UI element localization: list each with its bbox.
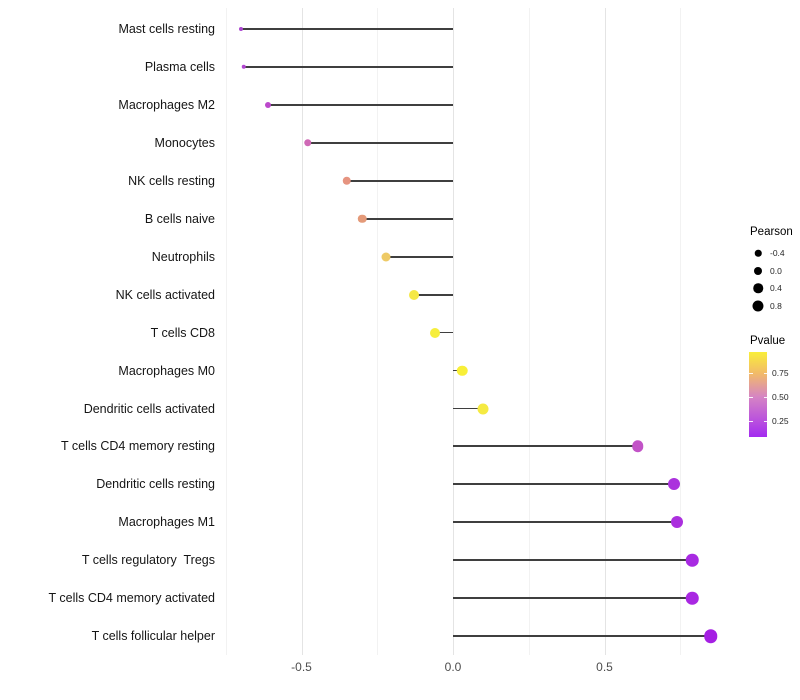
legend-size-label: -0.4: [770, 247, 785, 258]
pvalue-colorbar: [749, 352, 767, 437]
x-axis-tick-label: -0.5: [291, 660, 312, 674]
y-axis-label: T cells CD4 memory resting: [61, 439, 215, 454]
lollipop-dot: [477, 403, 489, 414]
lollipop-stem: [243, 66, 453, 68]
legend-size-label: 0.0: [770, 265, 782, 276]
lollipop-stem: [453, 521, 678, 524]
lollipop-stem: [453, 597, 693, 600]
legend-size-dot: [753, 283, 763, 293]
y-axis-label: Macrophages M2: [118, 97, 215, 112]
legend-pearson-title: Pearson: [750, 226, 793, 238]
gridline-minor: [225, 8, 227, 655]
lollipop-dot: [686, 592, 699, 605]
pvalue-tick-mark: [749, 397, 753, 399]
y-axis-label: B cells naive: [144, 211, 215, 226]
gridline-major: [301, 8, 303, 655]
y-axis-label: Mast cells resting: [118, 21, 215, 36]
lollipop-dot: [238, 27, 243, 31]
lollipop-dot: [265, 101, 272, 108]
lollipop-stem: [307, 142, 453, 144]
y-axis-label: Plasma cells: [144, 59, 215, 74]
lollipop-dot: [671, 516, 684, 529]
lollipop-stem: [453, 445, 638, 448]
legend-size-label: 0.4: [770, 282, 782, 293]
lollipop-dot: [381, 252, 391, 262]
lollipop-dot: [456, 365, 468, 376]
lollipop-stem: [453, 559, 693, 562]
lollipop-dot: [632, 440, 644, 453]
lollipop-dot: [686, 554, 699, 567]
x-axis-tick-label: 0.5: [596, 660, 613, 674]
lollipop-stem: [453, 635, 711, 638]
lollipop-dot: [408, 289, 419, 300]
lollipop-dot: [303, 139, 312, 147]
lollipop-dot: [241, 64, 247, 70]
legend-size-dot: [754, 249, 762, 257]
lollipop-dot: [342, 176, 352, 186]
lollipop-stem: [362, 217, 453, 220]
lollipop-stem: [413, 293, 453, 296]
pvalue-tick-mark: [763, 421, 767, 423]
lollipop-dot: [703, 629, 718, 643]
gridline-minor: [528, 8, 530, 655]
pvalue-tick-mark: [763, 373, 767, 375]
gridline-minor: [680, 8, 682, 655]
legend-size-label: 0.8: [770, 300, 782, 311]
pvalue-tick-label: 0.25: [772, 415, 789, 426]
y-axis-label: Dendritic cells activated: [83, 401, 215, 416]
gridline-major: [604, 8, 606, 655]
gridline-major: [453, 8, 454, 655]
y-axis-label: T cells regulatory Tregs: [81, 553, 215, 568]
lollipop-dot: [357, 214, 367, 223]
lollipop-stem: [240, 28, 453, 30]
y-axis-label: Macrophages M0: [118, 363, 215, 378]
y-axis-label: Dendritic cells resting: [96, 477, 215, 492]
pvalue-tick-mark: [763, 397, 767, 399]
lollipop-dot: [429, 327, 440, 338]
y-axis-label: T cells follicular helper: [91, 628, 215, 643]
pvalue-tick-mark: [749, 373, 753, 375]
lollipop-dot: [668, 478, 681, 491]
y-axis-label: T cells CD8: [150, 325, 215, 340]
lollipop-stem: [386, 255, 453, 258]
y-axis-label: Neutrophils: [151, 249, 215, 264]
pvalue-tick-label: 0.50: [772, 391, 789, 402]
gridline-minor: [377, 8, 379, 655]
lollipop-stem: [453, 407, 484, 410]
lollipop-stem: [346, 179, 453, 182]
y-axis-label: NK cells activated: [115, 287, 215, 302]
pvalue-tick-mark: [749, 421, 753, 423]
legend-size-dot: [754, 266, 762, 275]
y-axis-label: T cells CD4 memory activated: [48, 591, 216, 605]
legend-pvalue-title: Pvalue: [750, 335, 786, 347]
lollipop-stem: [434, 331, 453, 334]
legend-size-dot: [752, 300, 764, 311]
y-axis-label: Monocytes: [154, 135, 215, 150]
lollipop-stem: [268, 104, 453, 106]
y-axis-label: Macrophages M1: [118, 515, 215, 530]
pvalue-tick-label: 0.75: [772, 367, 789, 378]
x-axis-tick-label: 0.0: [444, 660, 462, 674]
lollipop-stem: [453, 483, 675, 486]
y-axis-label: NK cells resting: [128, 173, 215, 188]
